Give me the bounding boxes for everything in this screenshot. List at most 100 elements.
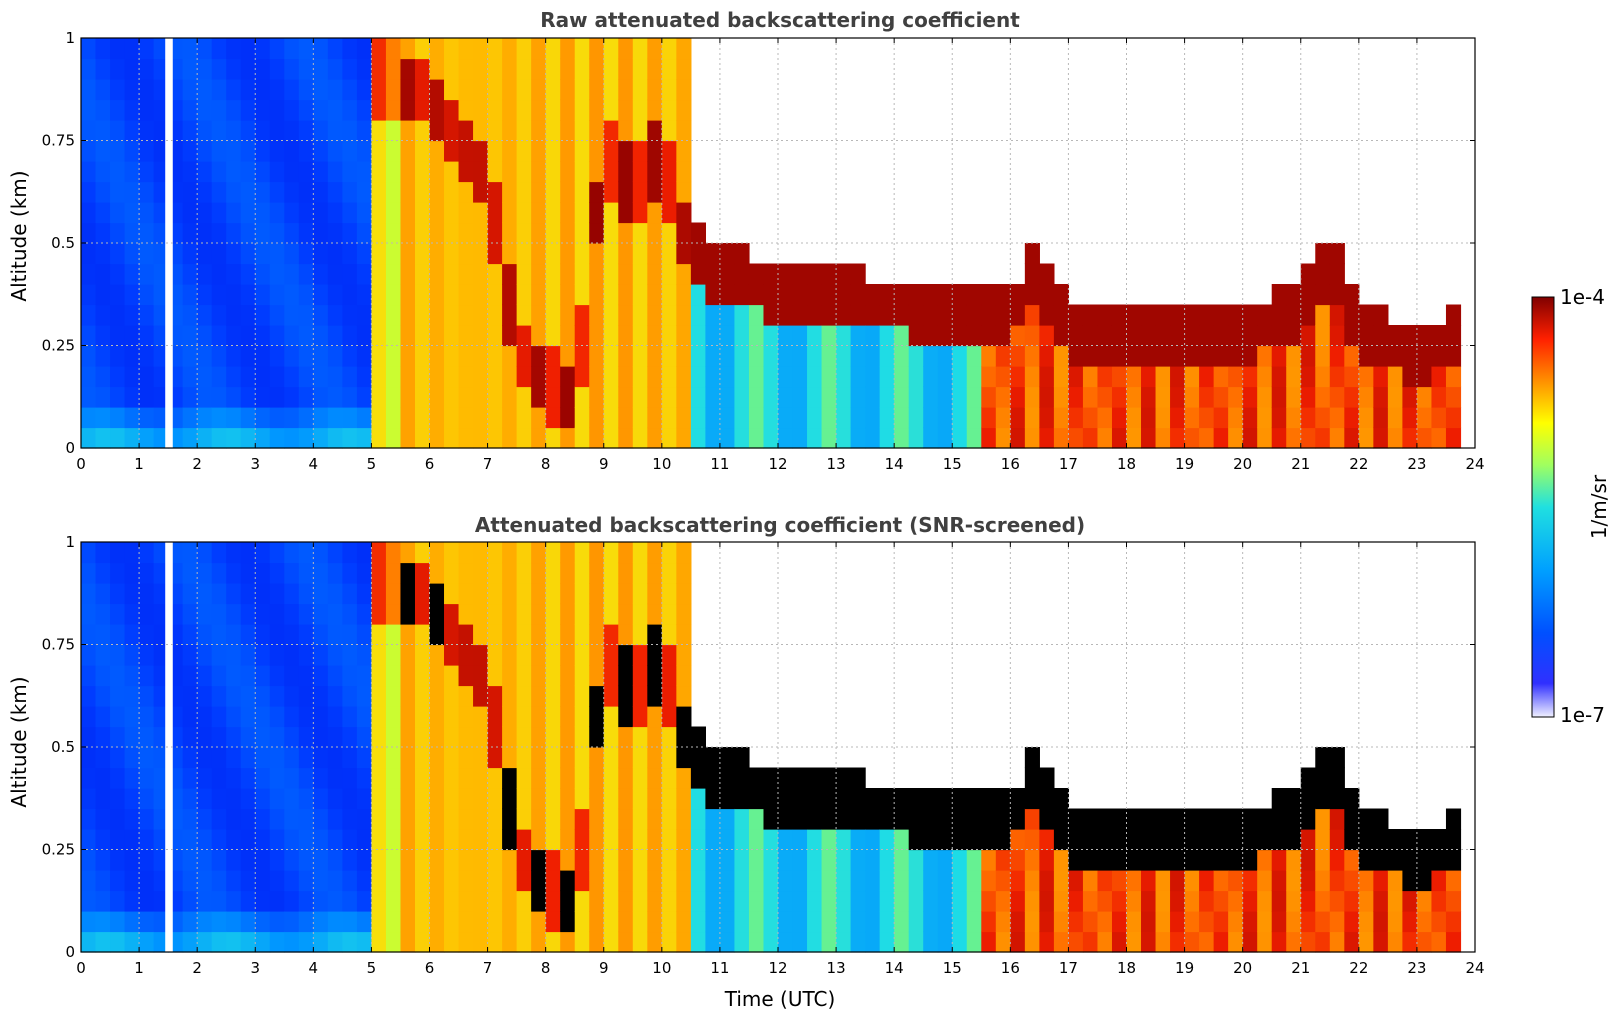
- heatmap-cell: [211, 202, 227, 224]
- heatmap-cell: [139, 624, 155, 646]
- heatmap-cell: [1387, 345, 1403, 367]
- heatmap-cell: [95, 788, 111, 810]
- heatmap-cell: [211, 665, 227, 687]
- heatmap-cell: [240, 58, 256, 80]
- heatmap-cell: [952, 931, 968, 953]
- heatmap-cell: [95, 99, 111, 121]
- heatmap-cell: [589, 788, 605, 810]
- heatmap-cell: [182, 407, 198, 429]
- heatmap-cell: [1257, 386, 1273, 408]
- heatmap-cell: [632, 202, 648, 224]
- heatmap-cell: [821, 870, 837, 892]
- heatmap-cell: [487, 181, 503, 203]
- heatmap-cell: [95, 767, 111, 789]
- heatmap-cell: [356, 931, 373, 953]
- heatmap-cell: [1170, 304, 1186, 326]
- heatmap-cell: [211, 706, 227, 728]
- heatmap-cell: [1300, 325, 1316, 347]
- heatmap-cell: [182, 706, 198, 728]
- heatmap-cell: [444, 911, 460, 933]
- heatmap-cell: [560, 407, 576, 429]
- heatmap-cell: [661, 767, 677, 789]
- heatmap-cell: [458, 181, 474, 203]
- heatmap-cell: [487, 386, 503, 408]
- heatmap-cell: [356, 222, 373, 244]
- heatmap-cell: [778, 407, 794, 429]
- heatmap-cell: [531, 562, 547, 584]
- heatmap-cell: [182, 79, 198, 101]
- heatmap-cell: [1300, 407, 1316, 429]
- heatmap-cell: [385, 38, 402, 60]
- heatmap-cell: [821, 263, 837, 285]
- heatmap-cell: [327, 911, 343, 933]
- heatmap-cell: [690, 911, 706, 933]
- heatmap-cell: [81, 911, 97, 933]
- heatmap-cell: [748, 263, 765, 285]
- heatmap-cell: [182, 284, 198, 306]
- heatmap-cell: [574, 366, 590, 388]
- heatmap-cell: [1300, 263, 1316, 285]
- heatmap-cell: [1329, 870, 1345, 892]
- heatmap-cell: [487, 325, 503, 347]
- heatmap-cell: [1373, 870, 1389, 892]
- heatmap-cell: [400, 427, 416, 449]
- heatmap-cell: [400, 386, 416, 408]
- heatmap-cell: [356, 140, 373, 162]
- heatmap-cell: [414, 542, 431, 564]
- heatmap-cell: [327, 38, 343, 60]
- heatmap-cell: [284, 202, 300, 224]
- heatmap-cell: [923, 284, 939, 306]
- heatmap-cell: [937, 808, 953, 830]
- heatmap-cell: [255, 829, 271, 851]
- heatmap-cell: [676, 644, 692, 666]
- heatmap-cell: [661, 140, 677, 162]
- heatmap-cell: [734, 345, 750, 367]
- heatmap-cell: [589, 263, 605, 285]
- heatmap-cell: [429, 366, 445, 388]
- heatmap-cell: [734, 849, 750, 871]
- heatmap-cell: [1199, 911, 1215, 933]
- heatmap-cell: [516, 161, 532, 183]
- heatmap-cell: [371, 140, 387, 162]
- heatmap-cell: [313, 345, 329, 367]
- heatmap-cell: [473, 685, 489, 707]
- heatmap-cell: [632, 284, 648, 306]
- heatmap-cell: [690, 263, 706, 285]
- heatmap-cell: [531, 644, 547, 666]
- heatmap-cell: [211, 562, 227, 584]
- heatmap-cell: [647, 808, 663, 830]
- heatmap-cell: [1387, 931, 1403, 953]
- heatmap-cell: [516, 38, 532, 60]
- heatmap-cell: [763, 890, 779, 912]
- heatmap-cell: [95, 58, 111, 80]
- heatmap-cell: [124, 542, 140, 564]
- heatmap-cell: [356, 284, 373, 306]
- heatmap-cell: [1068, 870, 1084, 892]
- heatmap-cell: [371, 542, 387, 564]
- heatmap-cell: [1228, 407, 1244, 429]
- heatmap-cell: [1141, 407, 1157, 429]
- heatmap-cell: [1126, 345, 1142, 367]
- heatmap-cell: [1199, 849, 1215, 871]
- heatmap-cell: [1111, 407, 1128, 429]
- heatmap-cell: [81, 603, 97, 625]
- heatmap-cell: [516, 345, 532, 367]
- heatmap-cell: [1329, 808, 1345, 830]
- x-tick-label: 2: [192, 959, 202, 977]
- heatmap-cell: [342, 140, 358, 162]
- heatmap-cell: [211, 767, 227, 789]
- heatmap-cell: [618, 284, 634, 306]
- heatmap-cell: [487, 870, 503, 892]
- screened-backscatter-panel: Attenuated backscattering coefficient (S…: [7, 513, 1485, 1011]
- heatmap-cell: [371, 120, 387, 142]
- heatmap-cell: [327, 583, 343, 605]
- heatmap-cell: [298, 747, 314, 769]
- heatmap-cell: [1082, 304, 1099, 326]
- heatmap-cell: [444, 603, 460, 625]
- heatmap-cell: [226, 304, 242, 326]
- heatmap-cell: [1344, 788, 1360, 810]
- heatmap-cell: [139, 386, 155, 408]
- heatmap-cell: [778, 366, 794, 388]
- x-tick-label: 17: [1059, 455, 1078, 473]
- heatmap-cell: [444, 386, 460, 408]
